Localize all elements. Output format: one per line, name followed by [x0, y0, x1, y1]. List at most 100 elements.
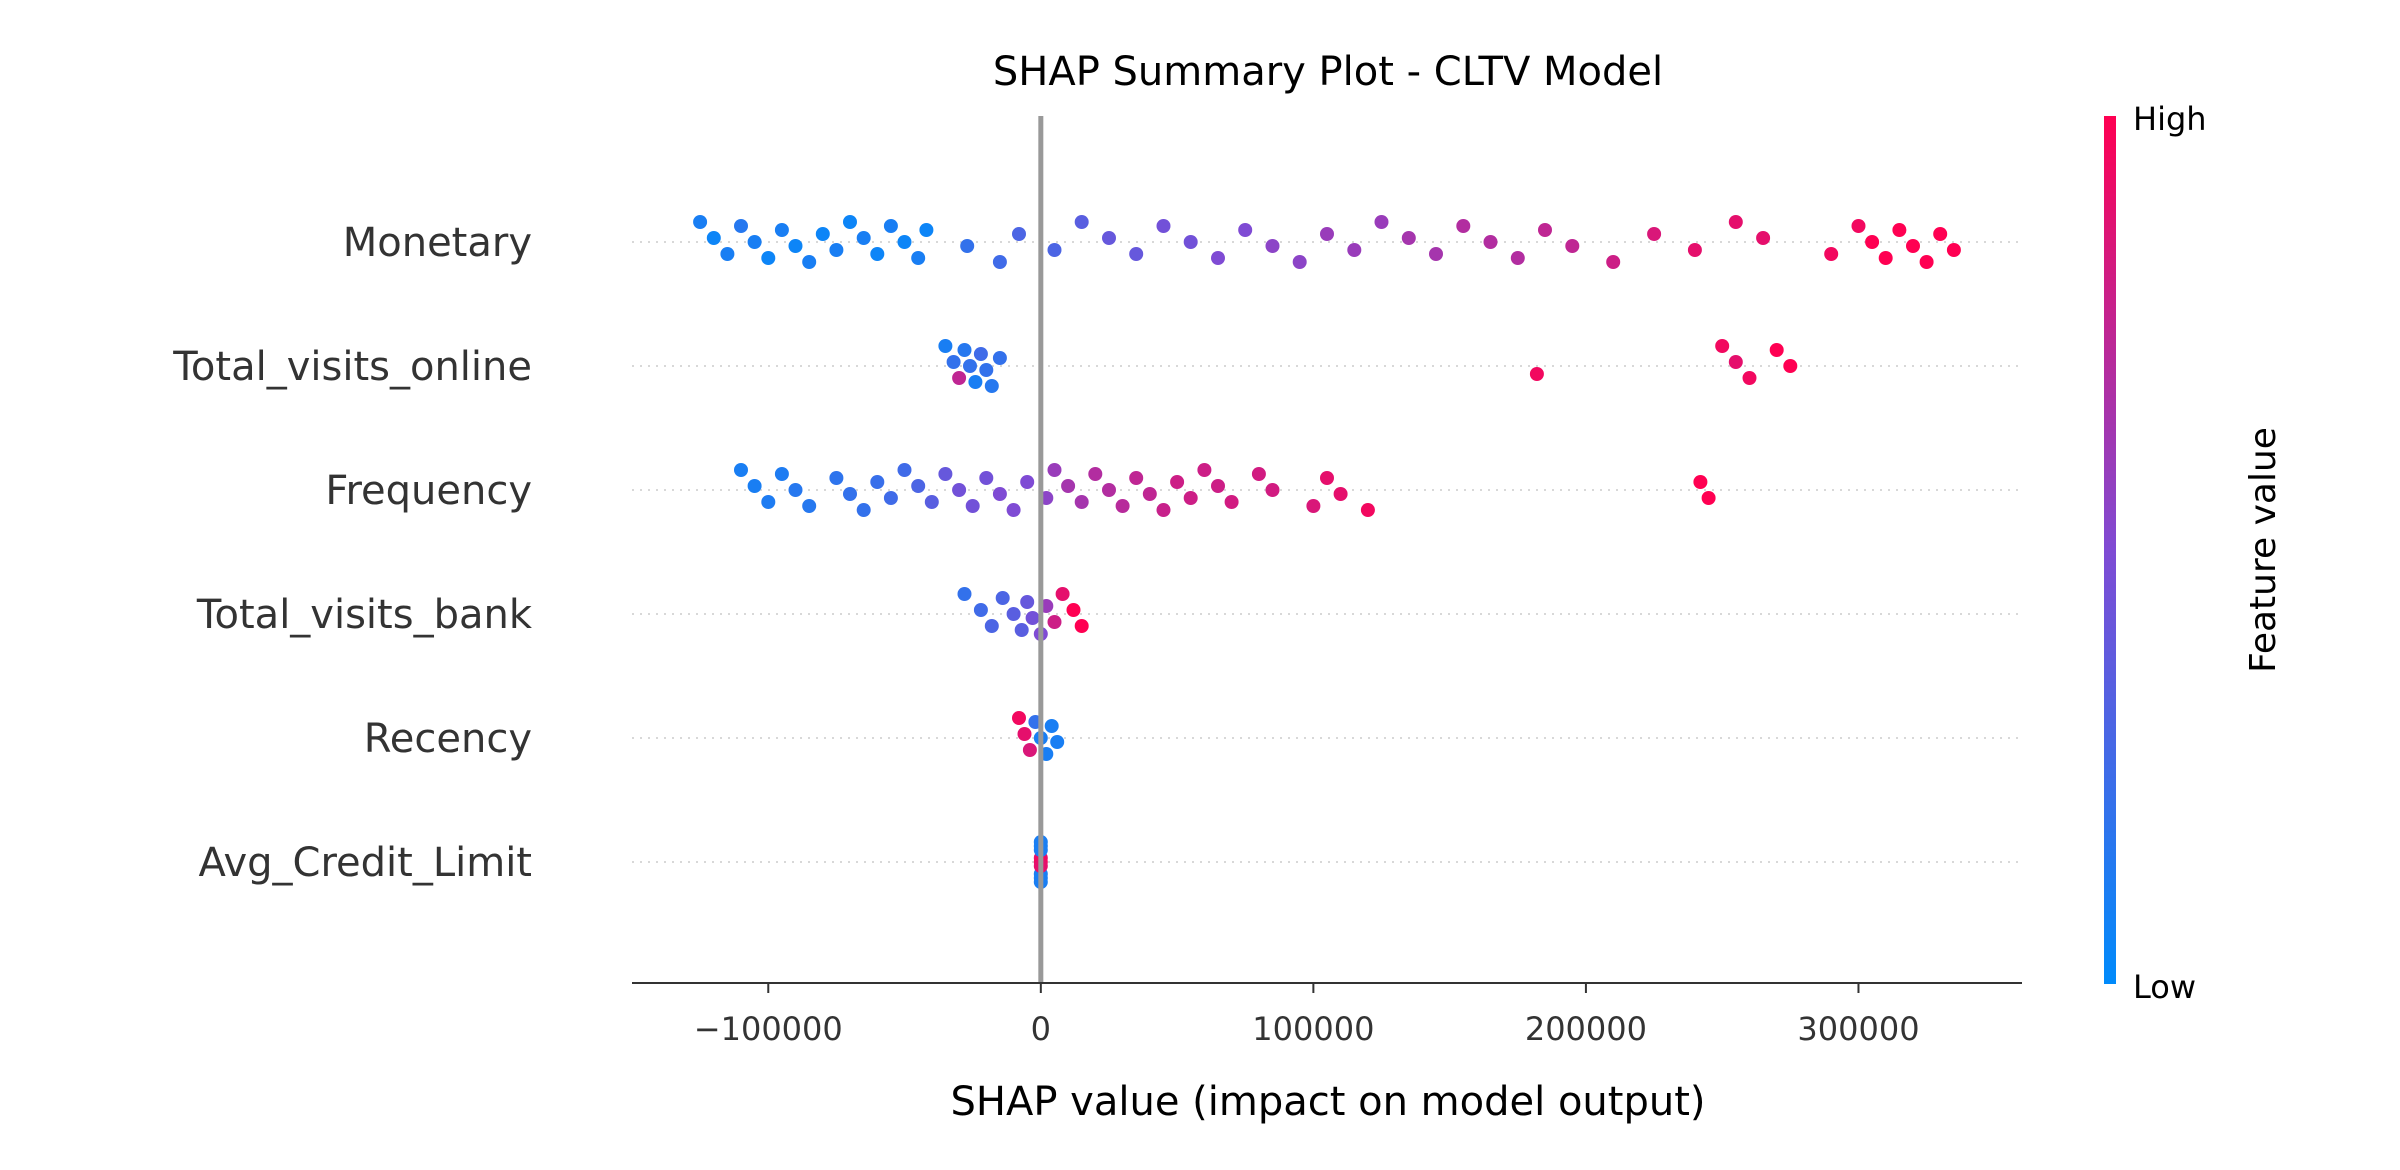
shap-point-frequency	[1102, 483, 1116, 497]
shap-point-monetary	[1824, 247, 1839, 261]
shap-point-monetary	[1538, 223, 1552, 237]
feature-label-frequency: Frequency	[325, 468, 532, 514]
shap-point-frequency	[952, 483, 967, 497]
shap-point-monetary	[802, 255, 817, 269]
colorbar-low-label: Low	[2133, 968, 2196, 1006]
feature-label-monetary: Monetary	[343, 220, 532, 266]
shap-point-monetary	[1456, 219, 1471, 233]
shap-point-monetary	[747, 235, 762, 249]
shap-point-total-visits-bank	[1055, 587, 1070, 601]
shap-point-frequency	[870, 475, 885, 489]
shap-point-total-visits-online	[992, 351, 1007, 365]
shap-point-frequency	[734, 463, 748, 477]
x-axis-label: SHAP value (impact on model output)	[951, 1079, 1706, 1125]
x-tick-label: 100000	[1252, 1010, 1374, 1048]
shap-point-monetary	[1129, 247, 1144, 261]
shap-point-total-visits-online	[1783, 359, 1798, 373]
shap-point-total-visits-online	[963, 359, 977, 373]
shap-point-frequency	[774, 467, 789, 481]
shap-point-monetary	[734, 219, 748, 233]
shap-point-total-visits-online	[946, 355, 961, 369]
shap-point-frequency	[1211, 479, 1225, 493]
shap-point-monetary	[1483, 235, 1498, 249]
shap-point-frequency	[911, 479, 926, 493]
shap-point-monetary	[1156, 219, 1171, 233]
feature-label-recency: Recency	[364, 716, 532, 762]
shap-point-recency	[1050, 735, 1065, 749]
shap-point-frequency	[747, 479, 762, 493]
shap-point-frequency	[979, 471, 994, 485]
shap-point-monetary	[1238, 223, 1253, 237]
shap-point-frequency	[856, 503, 871, 517]
shap-point-total-visits-bank	[1020, 595, 1035, 609]
shap-point-total-visits-bank	[984, 619, 999, 633]
shap-point-monetary	[1374, 215, 1389, 229]
feature-label-avg-credit-limit: Avg_Credit_Limit	[198, 840, 532, 886]
shap-point-monetary	[911, 251, 926, 265]
shap-point-frequency	[843, 487, 857, 501]
x-tick-label: 0	[1031, 1010, 1051, 1048]
colorbar-title: Feature value	[2243, 427, 2284, 673]
feature-rows	[632, 241, 2022, 863]
shap-point-monetary	[774, 223, 789, 237]
shap-point-monetary	[1183, 235, 1198, 249]
shap-point-frequency	[1197, 463, 1212, 477]
shap-point-monetary	[1933, 227, 1948, 241]
shap-point-recency	[1044, 719, 1059, 733]
shap-point-frequency	[1224, 495, 1239, 509]
shap-point-monetary	[919, 223, 934, 237]
shap-point-frequency	[1701, 491, 1716, 505]
shap-point-monetary	[1647, 227, 1662, 241]
shap-point-frequency	[1251, 467, 1266, 481]
shap-point-frequency	[1170, 475, 1185, 489]
shap-point-total-visits-online	[973, 347, 988, 361]
shap-point-frequency	[1129, 471, 1144, 485]
shap-point-monetary	[1211, 251, 1225, 265]
chart-title: SHAP Summary Plot - CLTV Model	[993, 49, 1663, 95]
x-tick-label: −100000	[694, 1010, 843, 1048]
shap-point-frequency	[1333, 487, 1348, 501]
shap-point-frequency	[802, 499, 817, 513]
shap-point-frequency	[788, 483, 803, 497]
shap-point-monetary	[788, 239, 803, 253]
shap-point-frequency	[1020, 475, 1035, 489]
shap-point-frequency	[1047, 463, 1062, 477]
shap-point-total-visits-online	[1742, 371, 1757, 385]
shap-point-total-visits-bank	[1066, 603, 1081, 617]
shap-point-frequency	[897, 463, 912, 477]
shap-point-frequency	[1265, 483, 1280, 497]
shap-point-frequency	[1156, 503, 1171, 517]
shap-point-frequency	[829, 471, 844, 485]
shap-point-monetary	[1606, 255, 1621, 269]
shap-point-monetary	[1687, 243, 1702, 257]
shap-point-frequency	[1183, 491, 1198, 505]
shap-point-monetary	[897, 235, 912, 249]
shap-point-frequency	[1306, 499, 1321, 513]
shap-point-monetary	[1429, 247, 1443, 261]
shap-point-monetary	[843, 215, 857, 229]
x-tick-label: 200000	[1525, 1010, 1647, 1048]
shap-point-monetary	[1347, 243, 1362, 257]
colorbar	[2104, 116, 2116, 984]
shap-point-monetary	[1047, 243, 1062, 257]
shap-point-monetary	[720, 247, 735, 261]
shap-point-total-visits-online	[1769, 343, 1784, 357]
shap-point-frequency	[1360, 503, 1375, 517]
shap-point-frequency	[992, 487, 1007, 501]
x-tick-label: 300000	[1797, 1010, 1919, 1048]
shap-point-frequency	[883, 491, 898, 505]
shap-point-monetary	[1265, 239, 1280, 253]
shap-point-monetary	[706, 231, 721, 245]
shap-point-frequency	[1115, 499, 1130, 513]
shap-point-frequency	[1320, 471, 1334, 485]
shap-point-frequency	[938, 467, 953, 481]
shap-point-total-visits-bank	[957, 587, 972, 601]
shap-point-total-visits-bank	[1025, 611, 1040, 625]
colorbar-high-label: High	[2133, 100, 2207, 138]
shap-point-total-visits-bank	[973, 603, 988, 617]
shap-point-total-visits-online	[1715, 339, 1730, 353]
shap-point-frequency	[924, 495, 939, 509]
shap-point-monetary	[883, 219, 898, 233]
shap-point-monetary	[1906, 239, 1920, 253]
